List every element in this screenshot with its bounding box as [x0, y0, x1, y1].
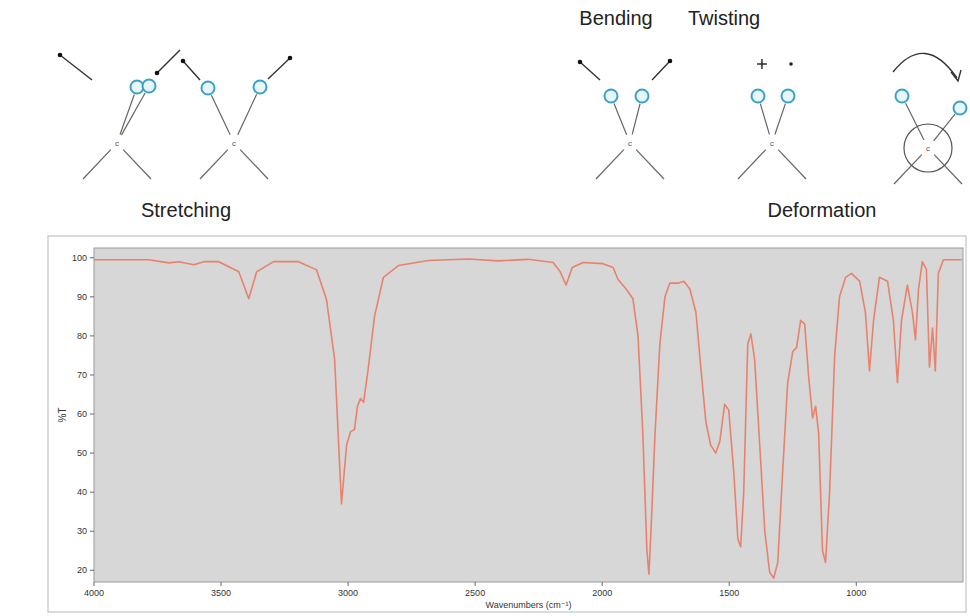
bond [775, 104, 786, 135]
molecule: c [578, 59, 673, 179]
y-tick [90, 531, 94, 532]
x-tick-label: 2000 [592, 588, 612, 598]
atom-label: c [232, 139, 236, 148]
y-tick-label: 90 [77, 292, 87, 302]
out-of-plane-mark [761, 59, 762, 69]
axes: 20 30 40 50 60 70 80 90 100 4000 3500 3000 2500 2000 1… [72, 253, 866, 598]
bond [238, 94, 257, 135]
out-of-plane-mark [789, 62, 793, 66]
y-tick [90, 335, 94, 336]
y-tick [90, 570, 94, 571]
y-tick [90, 453, 94, 454]
bond [83, 150, 111, 179]
x-tick [475, 582, 476, 586]
bond [240, 150, 268, 179]
x-tick-label: 1000 [846, 588, 866, 598]
x-tick-label: 1500 [719, 588, 739, 598]
y-tick [90, 257, 94, 258]
motion-arrow [183, 61, 200, 80]
hydrogen-atom [254, 81, 267, 94]
y-tick-label: 30 [77, 526, 87, 536]
hydrogen-atom [896, 90, 909, 103]
diagram-label: Twisting [688, 7, 760, 29]
y-tick [90, 296, 94, 297]
hydrogen-atom [143, 80, 156, 93]
x-tick-label: 2500 [465, 588, 485, 598]
y-tick-label: 60 [77, 409, 87, 419]
bond [200, 150, 228, 179]
hydrogen-atom [636, 90, 649, 103]
arrow-head [668, 59, 673, 64]
molecule: c [738, 59, 806, 179]
bond [632, 104, 640, 135]
hydrogen-atom [752, 90, 765, 103]
atom-label: c [115, 139, 119, 148]
atom-label: c [770, 139, 774, 148]
bond [778, 150, 806, 179]
y-tick [90, 492, 94, 493]
x-tick-label: 3500 [211, 588, 231, 598]
y-tick [90, 374, 94, 375]
spectrum-line [94, 259, 962, 578]
y-tick-label: 80 [77, 331, 87, 341]
motion-arrow [60, 55, 92, 80]
y-tick-label: 100 [72, 253, 87, 263]
atom-label: c [926, 144, 930, 153]
x-tick [94, 582, 95, 586]
y-tick-label: 20 [77, 565, 87, 575]
x-tick [602, 582, 603, 586]
figure: c c c c c Stretching Bending Twisting Deformatio… [0, 0, 970, 616]
y-tick-label: 70 [77, 370, 87, 380]
hydrogen-atom [782, 90, 795, 103]
bond [934, 114, 955, 141]
bond [636, 150, 664, 179]
bond [120, 95, 134, 135]
plot-area [94, 248, 963, 582]
background [0, 0, 970, 616]
molecule: c [181, 56, 293, 179]
arrow-head [58, 53, 63, 58]
arrow-head [155, 71, 160, 76]
motion-arrow [580, 62, 600, 80]
diagram-label: Deformation [768, 199, 877, 221]
bond [760, 104, 769, 135]
bond [123, 150, 151, 179]
bond [614, 103, 627, 134]
hydrogen-atom [202, 82, 215, 95]
x-tick [729, 582, 730, 586]
diagram-label: Stretching [141, 199, 231, 221]
motion-arrow [652, 61, 670, 80]
y-tick [90, 414, 94, 415]
hydrogen-atom [605, 90, 618, 103]
arrow-head [288, 56, 293, 61]
arrow-head [181, 59, 186, 64]
arrow-head [578, 60, 583, 65]
diagram-label: Bending [579, 7, 652, 29]
chart-panel [48, 236, 966, 612]
hydrogen-atom [131, 81, 144, 94]
motion-arrow [157, 50, 180, 73]
hydrogen-atom [954, 102, 967, 115]
atom-label: c [628, 139, 632, 148]
x-tick [856, 582, 857, 586]
motion-arrow [268, 58, 290, 79]
y-tick-label: 50 [77, 448, 87, 458]
bond [121, 93, 145, 135]
y-axis-title: %T [57, 408, 68, 423]
rotation-arrow-head [951, 70, 961, 81]
x-tick [348, 582, 349, 586]
data-layer [94, 259, 962, 578]
x-tick-label: 3000 [338, 588, 358, 598]
rotation-ring [904, 124, 952, 172]
x-tick-label: 4000 [84, 588, 104, 598]
y-tick-label: 40 [77, 487, 87, 497]
molecule: c [58, 50, 180, 179]
bond [738, 150, 766, 179]
x-axis-title: Wavenumbers (cm⁻¹) [486, 600, 572, 610]
rotation-arrow [893, 53, 957, 78]
bond [211, 95, 230, 135]
x-tick [221, 582, 222, 586]
bond [596, 150, 624, 179]
molecule: c [893, 53, 967, 184]
